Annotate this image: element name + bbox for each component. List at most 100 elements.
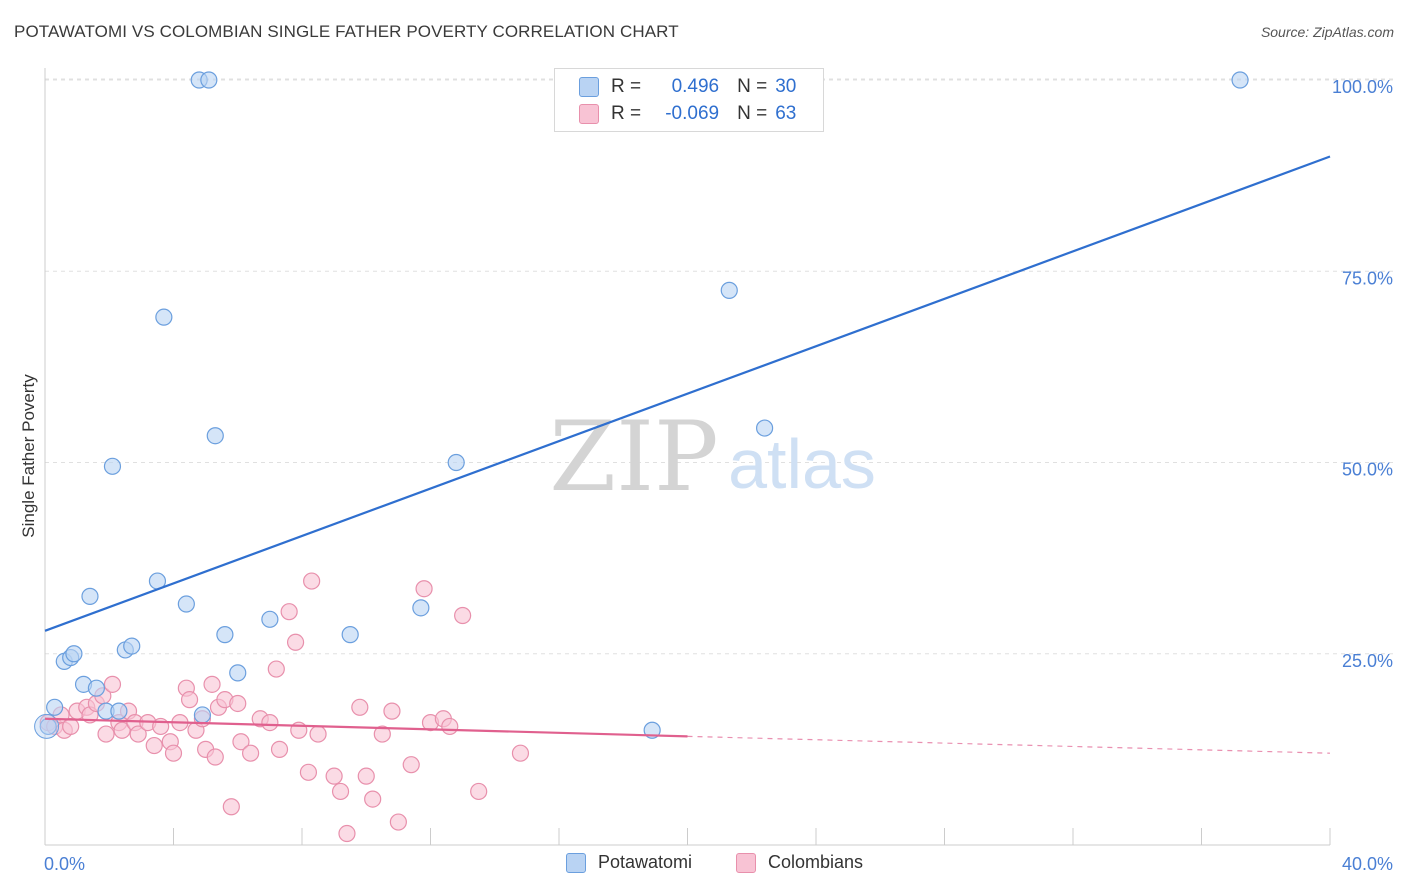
colombians-point bbox=[470, 782, 488, 801]
legend-item-potawatomi[interactable]: Potawatomi bbox=[566, 852, 692, 873]
colombians-point bbox=[441, 717, 459, 736]
axis-layer bbox=[44, 68, 1331, 846]
colombians-point bbox=[222, 798, 240, 816]
potawatomi-point bbox=[412, 599, 430, 617]
potawatomi-point bbox=[110, 702, 128, 720]
colombians-point bbox=[325, 767, 343, 785]
colombians-point bbox=[242, 744, 260, 762]
potawatomi-point bbox=[261, 610, 279, 628]
legend-item-colombians[interactable]: Colombians bbox=[736, 852, 863, 873]
potawatomi-point bbox=[1231, 71, 1249, 89]
legend-n-value: 63 bbox=[775, 103, 797, 124]
colombians-point bbox=[338, 824, 356, 843]
legend-swatch-colombians bbox=[579, 104, 599, 124]
colombians-point bbox=[267, 660, 285, 678]
legend-row-potawatomi: R = 0.496 N = 30 bbox=[579, 75, 796, 99]
colombians-point bbox=[389, 813, 407, 831]
colombians-point bbox=[373, 725, 391, 743]
y-tick-label: 100.0% bbox=[1332, 77, 1393, 97]
colombians-point bbox=[261, 713, 279, 732]
x-tick-label: 0.0% bbox=[44, 854, 85, 874]
colombians-trendline bbox=[44, 717, 688, 738]
colombians-point bbox=[299, 763, 318, 781]
colombians-point bbox=[270, 740, 289, 758]
grid-layer bbox=[45, 78, 1395, 655]
colombians-point bbox=[280, 603, 298, 621]
potawatomi-point bbox=[216, 626, 234, 644]
potawatomi-point bbox=[81, 587, 99, 605]
watermark: ZIP atlas bbox=[549, 401, 876, 513]
colombians-point bbox=[113, 721, 131, 739]
colombians-point bbox=[357, 767, 375, 785]
chart-title: POTAWATOMI VS COLOMBIAN SINGLE FATHER PO… bbox=[14, 22, 679, 41]
legend-r-label: R = bbox=[611, 76, 642, 97]
legend-r-value: -0.069 bbox=[665, 103, 720, 124]
y-axis-title: Single Father Poverty bbox=[19, 374, 38, 538]
colombians-point bbox=[62, 717, 80, 736]
colombians-point bbox=[454, 606, 472, 625]
stats-legend: R = 0.496 N = 30 R = -0.069 N = 63 bbox=[554, 68, 824, 132]
legend-n-value: 30 bbox=[775, 76, 797, 97]
potawatomi-trendline bbox=[44, 155, 1331, 632]
y-tick-label: 75.0% bbox=[1342, 268, 1393, 288]
potawatomi-point bbox=[720, 281, 738, 299]
labels-layer: 25.0% 50.0% 75.0% 100.0% 0.0% 40.0% Single Fat… bbox=[19, 77, 1393, 874]
legend-r-value: 0.496 bbox=[671, 76, 720, 97]
colombians-point bbox=[103, 675, 122, 693]
potawatomi-point bbox=[341, 626, 359, 644]
colombians-point bbox=[303, 572, 321, 590]
potawatomi-point bbox=[123, 637, 141, 655]
potawatomi-point bbox=[447, 453, 465, 472]
potawatomi-point bbox=[206, 427, 224, 445]
legend-n-label: N = bbox=[737, 103, 768, 124]
potawatomi-point bbox=[200, 71, 218, 89]
colombians-point bbox=[164, 744, 183, 762]
colombians-point bbox=[383, 702, 401, 720]
colombians-point bbox=[351, 698, 369, 716]
series-legend: Potawatomi Colombians bbox=[0, 852, 1406, 878]
colombians-point bbox=[180, 691, 199, 709]
legend-swatch-colombians bbox=[736, 852, 756, 873]
colombians-trendline-extension bbox=[687, 735, 1331, 754]
y-tick-label: 50.0% bbox=[1342, 460, 1393, 480]
potawatomi-point bbox=[155, 308, 173, 326]
colombians-point bbox=[206, 748, 224, 766]
colombians-point bbox=[129, 725, 147, 743]
potawatomi-point bbox=[87, 679, 106, 697]
potawatomi-point bbox=[34, 713, 60, 739]
trend-layer bbox=[44, 155, 1331, 754]
legend-swatch-potawatomi bbox=[566, 852, 586, 873]
colombians-point bbox=[232, 733, 250, 751]
points-layer bbox=[34, 71, 1249, 843]
potawatomi-point bbox=[193, 706, 212, 724]
y-tick-label: 25.0% bbox=[1342, 651, 1393, 671]
legend-label-colombians: Colombians bbox=[768, 852, 864, 872]
legend-swatch-potawatomi bbox=[579, 77, 599, 97]
potawatomi-point bbox=[229, 664, 247, 682]
legend-r-label: R = bbox=[611, 103, 642, 124]
colombians-point bbox=[511, 744, 530, 762]
colombians-point bbox=[331, 782, 350, 801]
potawatomi-point bbox=[755, 419, 774, 437]
potawatomi-point bbox=[46, 698, 64, 716]
colombians-point bbox=[229, 694, 247, 713]
watermark-atlas: atlas bbox=[728, 425, 876, 503]
legend-row-colombians: R = -0.069 N = 63 bbox=[579, 102, 796, 126]
colombians-point bbox=[309, 725, 327, 743]
colombians-point bbox=[402, 756, 420, 774]
colombians-point bbox=[203, 675, 221, 693]
colombians-point bbox=[145, 736, 163, 755]
colombians-point bbox=[97, 725, 115, 743]
legend-label-potawatomi: Potawatomi bbox=[598, 852, 693, 872]
watermark-zip: ZIP bbox=[549, 401, 718, 513]
colombians-point bbox=[415, 580, 433, 598]
potawatomi-point bbox=[177, 595, 195, 613]
potawatomi-point bbox=[103, 457, 122, 475]
colombians-point bbox=[364, 790, 382, 808]
legend-n-label: N = bbox=[737, 76, 768, 97]
source-label: Source: ZipAtlas.com bbox=[1260, 24, 1394, 40]
x-tick-label: 40.0% bbox=[1342, 854, 1393, 874]
colombians-point bbox=[286, 633, 305, 651]
potawatomi-point bbox=[65, 645, 83, 663]
